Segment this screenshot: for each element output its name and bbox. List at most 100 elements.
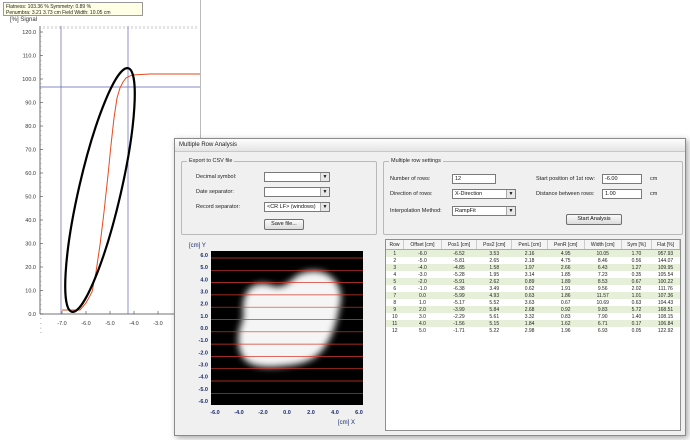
table-cell: -6.0: [403, 249, 442, 257]
table-cell: 107.36: [651, 292, 680, 299]
start-position-input[interactable]: -6.00: [602, 174, 642, 184]
profile-y-tick-label: 60.0: [25, 171, 36, 177]
table-row[interactable]: 1 -6.0 -6.52 3.53 2.16 4.95 10.05 1.70 957.93: [386, 249, 680, 257]
table-row[interactable]: 2 -5.0 -5.81 2.65 2.18 4.75 8.46 0.56 144.07: [386, 257, 680, 264]
profile-y-tick-label: 100.0: [22, 77, 36, 83]
profile-x-tick-label: -3.0: [153, 321, 162, 327]
table-row[interactable]: 3 -4.0 -4.85 1.58 1.97 2.66 6.43 1.27 109.95: [386, 264, 680, 271]
column-header[interactable]: Pos2 [cm]: [476, 240, 513, 250]
table-cell: 6.71: [584, 320, 622, 327]
table-cell: 0.83: [547, 313, 585, 320]
field-y-tick-label: 2.0: [200, 302, 208, 308]
table-cell: 3.32: [511, 313, 548, 320]
profile-y-tick-label: 70.0: [25, 148, 36, 154]
interpolation-method-select[interactable]: RampFit ▼: [452, 206, 516, 216]
field-y-tick-label: -1.0: [199, 338, 208, 344]
table-cell: 3.14: [511, 271, 548, 278]
column-header[interactable]: Width [cm]: [584, 240, 622, 250]
save-file-button[interactable]: Save file...: [264, 219, 304, 230]
table-cell: 957.93: [651, 249, 680, 257]
profile-y-tick-label: 40.0: [25, 218, 36, 224]
table-cell: -3.99: [441, 306, 477, 313]
table-cell: 5.84: [476, 306, 512, 313]
table-row[interactable]: 6 -1.0 -6.38 3.49 0.62 1.91 9.56 2.02 111.76: [386, 285, 680, 292]
table-cell: 0.35: [621, 271, 652, 278]
field-y-tick-label: 1.0: [200, 314, 208, 320]
column-header[interactable]: Offset [cm]: [403, 240, 442, 250]
table-cell: -5.17: [441, 299, 477, 306]
table-cell: 122.92: [651, 327, 680, 334]
chevron-down-icon: ▼: [320, 173, 329, 181]
field-y-tick-label: 3.0: [200, 290, 208, 296]
column-header[interactable]: PenL [cm]: [511, 240, 548, 250]
profile-y-tick-label: 80.0: [25, 124, 36, 130]
table-row[interactable]: 4 -3.0 -5.28 1.95 3.14 1.85 7.23 0.35 105.54: [386, 271, 680, 278]
table-header-row: Row Offset [cm] Pos1 [cm] Pos2 [cm] PenL [cm…: [386, 240, 680, 250]
date-separator-select[interactable]: ▼: [264, 187, 330, 197]
table-cell: 8.46: [584, 257, 622, 264]
field-y-tick-label: -4.0: [199, 375, 208, 381]
table-cell: 2.65: [476, 257, 512, 264]
record-separator-select[interactable]: <CR LF> (windows) ▼: [264, 202, 330, 212]
table-cell: 1.89: [547, 278, 585, 285]
distance-unit: cm: [650, 191, 658, 197]
table-cell: 10: [386, 313, 404, 320]
table-cell: -5.28: [441, 271, 477, 278]
table-row[interactable]: 7 0.0 -5.99 4.93 0.63 1.86 11.57 1.01 107.36: [386, 292, 680, 299]
table-row[interactable]: 9 2.0 -3.99 5.84 2.68 0.92 9.83 5.72 168.51: [386, 306, 680, 313]
table-cell: 2.68: [511, 306, 548, 313]
table-cell: -4.85: [441, 264, 477, 271]
table-cell: 5.0: [403, 327, 442, 334]
field-x-tick-label: -2.0: [258, 410, 267, 416]
table-cell: 108.15: [651, 313, 680, 320]
column-header[interactable]: Row: [386, 240, 404, 250]
results-tooltip: Flatness: 103.36 % Symmetry: 0.89 % Penu…: [3, 2, 143, 16]
table-cell: 2.16: [511, 249, 548, 257]
profile-y-tick-label: 120.0: [22, 30, 36, 36]
column-header[interactable]: Sym [%]: [621, 240, 653, 250]
profile-y-tick-label: 0.0: [28, 312, 36, 318]
column-header[interactable]: Pos1 [cm]: [441, 240, 478, 250]
table-cell: 4.0: [403, 320, 442, 327]
distance-between-rows-input[interactable]: 1.00: [602, 189, 642, 199]
tooltip-line-2: Penumbra: 3.21 3.73 cm Field Width: 10.0…: [6, 10, 111, 16]
table-cell: 5: [386, 278, 404, 285]
table-cell: -1.56: [441, 320, 477, 327]
table-row[interactable]: 5 -2.0 -5.91 2.62 0.89 1.89 8.53 0.67 100.22: [386, 278, 680, 285]
start-analysis-button[interactable]: Start Analysis: [566, 214, 622, 225]
table-cell: 1.0: [403, 299, 442, 306]
profile-y-axis-label: [%] Signal: [10, 17, 38, 23]
table-row[interactable]: 12 5.0 -1.71 5.22 2.98 1.96 6.93 0.05 122.92: [386, 327, 680, 334]
table-cell: -6.38: [441, 285, 477, 292]
table-cell: 1.95: [476, 271, 512, 278]
table-cell: 168.51: [651, 306, 680, 313]
field-y-tick-label: -6.0: [199, 399, 208, 405]
table-row[interactable]: 8 1.0 -5.17 5.52 3.63 0.67 10.69 0.63 104.43: [386, 299, 680, 306]
field-y-tick-label: 5.0: [200, 265, 208, 271]
column-header[interactable]: PenR [cm]: [547, 240, 585, 250]
number-of-rows-input[interactable]: 12: [452, 174, 496, 184]
table-cell: 1.58: [476, 264, 512, 271]
table-cell: 4.95: [547, 249, 585, 257]
table-cell: 144.07: [651, 257, 680, 264]
table-cell: -5.91: [441, 278, 477, 285]
direction-of-rows-select[interactable]: X-Direction ▼: [452, 189, 516, 199]
field-x-tick-label: 6.0: [355, 410, 363, 416]
table-cell: 4: [386, 271, 404, 278]
record-separator-label: Record separator:: [196, 204, 241, 210]
table-row[interactable]: 11 4.0 -1.56 5.15 1.84 1.62 6.71 0.17 106.84: [386, 320, 680, 327]
column-header[interactable]: Flat [%]: [651, 240, 680, 250]
chevron-down-icon: ▼: [320, 203, 329, 211]
field-y-tick-label: 4.0: [200, 277, 208, 283]
field-x-tick-label: -6.0: [210, 410, 219, 416]
table-cell: 2.98: [511, 327, 548, 334]
table-cell: 0.63: [621, 299, 652, 306]
table-cell: 5.15: [476, 320, 512, 327]
decimal-symbol-select[interactable]: ▼: [264, 172, 330, 182]
table-cell: 10.69: [584, 299, 622, 306]
table-cell: 2.62: [476, 278, 512, 285]
table-row[interactable]: 10 3.0 -2.29 5.61 3.32 0.83 7.90 1.40 108.15: [386, 313, 680, 320]
distance-between-rows-label: Distance between rows:: [536, 191, 595, 197]
chevron-down-icon: ▼: [506, 207, 515, 215]
table-cell: -2.29: [441, 313, 477, 320]
